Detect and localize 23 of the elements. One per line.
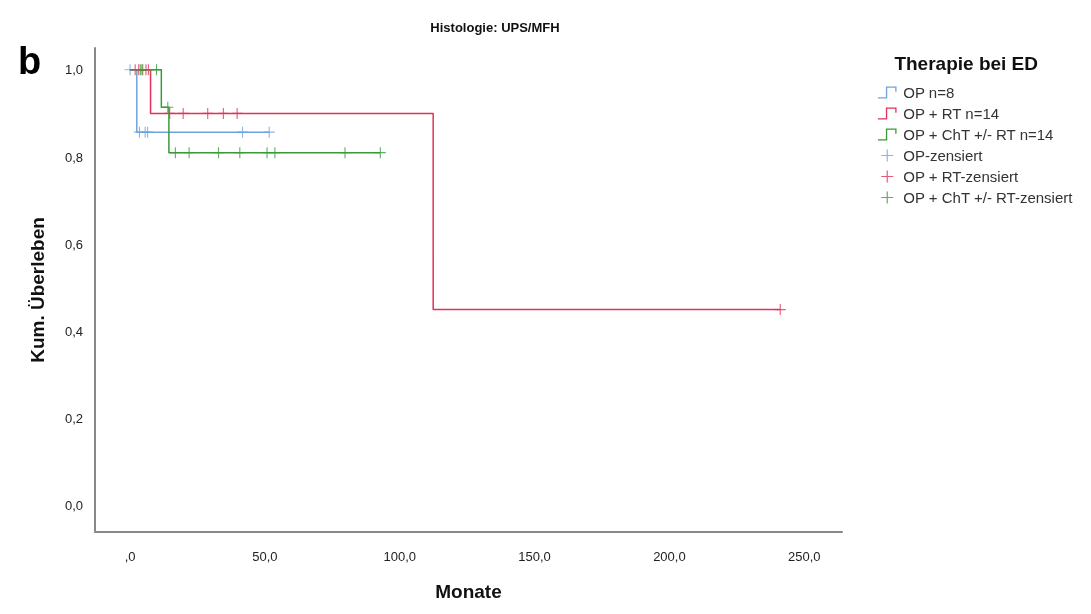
legend-title: Therapie bei ED <box>894 53 1039 74</box>
x-tick-label: 100,0 <box>383 549 417 564</box>
y-tick-label: 0,0 <box>64 498 83 514</box>
y-tick-label: 0,6 <box>64 236 83 252</box>
text: b <box>18 40 42 82</box>
x-tick-label: 250,0 <box>787 549 821 564</box>
x-axis-title: Monate <box>435 581 502 602</box>
y-tick-label: 0,8 <box>64 149 83 165</box>
legend-label: OP + RT-zensiert <box>903 168 1019 185</box>
x-tick-label: 150,0 <box>518 549 551 564</box>
legend-label: OP + ChT +/- RT n=14 <box>903 126 1054 143</box>
legend-label: OP n=8 <box>903 84 955 101</box>
x-tick-label: 50,0 <box>252 549 278 564</box>
y-axis-title: Kum. Überleben <box>27 217 48 363</box>
y-tick-label: 0,2 <box>64 411 83 427</box>
y-tick-label: 0,4 <box>64 323 83 339</box>
y-tick-label: 1,0 <box>64 62 83 78</box>
legend-label: OP + ChT +/- RT-zensiert <box>903 189 1074 206</box>
legend-label: OP + RT n=14 <box>903 105 1000 122</box>
x-tick-label: ,0 <box>124 549 136 564</box>
chart-title: Histologie: UPS/MFH <box>430 20 560 35</box>
legend-label: OP-zensiert <box>903 147 984 164</box>
x-tick-label: 200,0 <box>653 549 686 564</box>
